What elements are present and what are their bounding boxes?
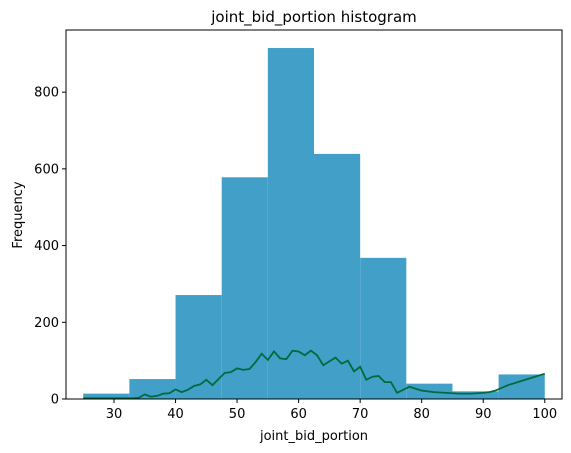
x-tick-label: 50	[229, 407, 246, 422]
y-tick-label: 200	[34, 316, 59, 331]
histogram-bar	[83, 393, 130, 399]
histogram-bar	[221, 177, 268, 399]
frequency-line	[83, 349, 546, 400]
x-tick-label: 40	[167, 407, 184, 422]
histogram-bar	[267, 48, 314, 399]
x-tick-label: 60	[290, 407, 307, 422]
chart-title: joint_bid_portion histogram	[210, 8, 417, 27]
y-tick-label: 600	[34, 162, 59, 177]
y-tick-label: 400	[34, 239, 59, 254]
x-tick-label: 70	[352, 407, 369, 422]
histogram-bar	[360, 257, 407, 399]
y-axis-label: Frequency	[11, 181, 26, 248]
histogram-bars	[83, 48, 545, 399]
y-tick-label: 0	[51, 393, 59, 408]
x-tick-label: 80	[413, 407, 430, 422]
histogram-bar	[175, 295, 222, 399]
x-tick-label: 90	[475, 407, 492, 422]
histogram-bar	[452, 391, 499, 399]
x-axis-label: joint_bid_portion	[259, 429, 368, 444]
x-tick-label: 30	[106, 407, 123, 422]
plot-frame	[65, 29, 563, 400]
x-axis-ticks: 30 40 50 60 70 80 90 100	[106, 399, 557, 422]
y-axis-ticks: 0 200 400 600 800	[34, 86, 66, 408]
y-tick-label: 800	[34, 86, 59, 101]
x-tick-label: 100	[532, 407, 557, 422]
